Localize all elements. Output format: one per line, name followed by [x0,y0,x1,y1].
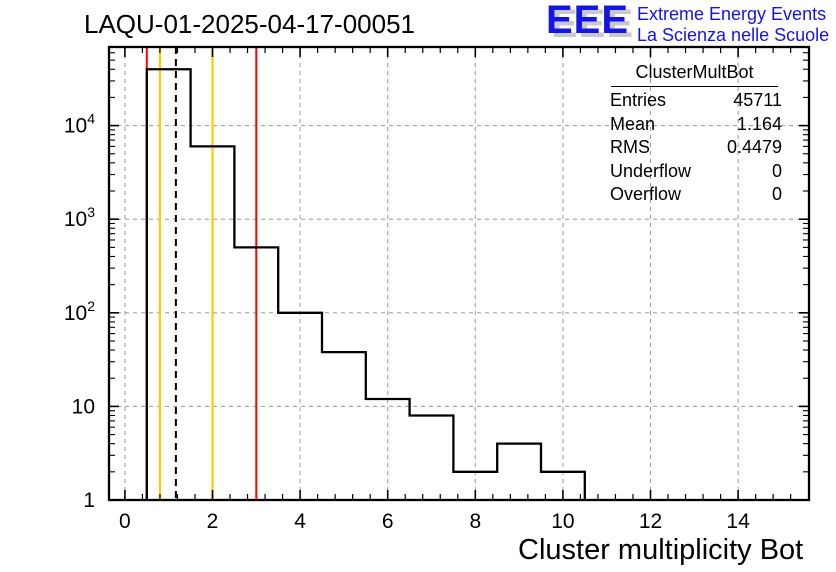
svg-text:La Scienza nelle Scuole: La Scienza nelle Scuole [637,25,829,45]
svg-text:Extreme Energy Events: Extreme Energy Events [637,4,826,24]
svg-text:EEE: EEE [546,0,629,42]
